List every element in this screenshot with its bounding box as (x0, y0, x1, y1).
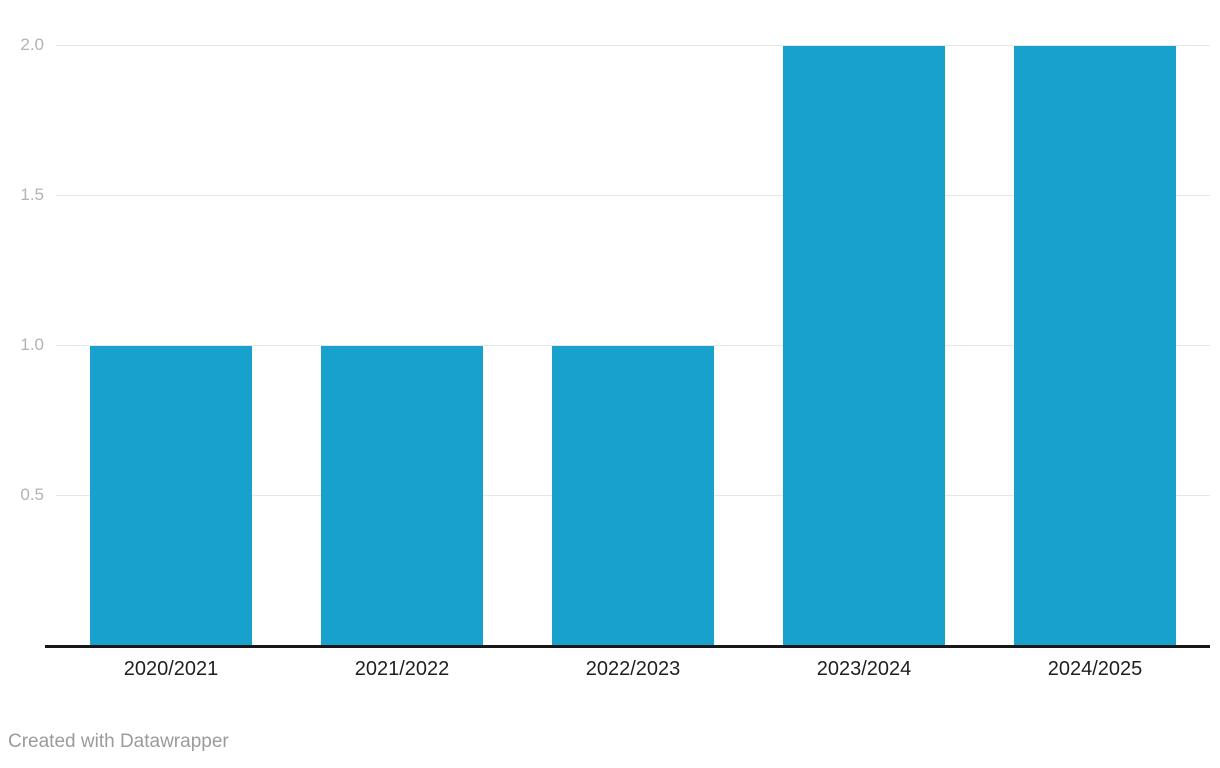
datawrapper-credit-link[interactable]: Created with Datawrapper (8, 731, 229, 752)
y-axis-tick-label: 2.0 (20, 35, 44, 54)
bar (321, 346, 483, 646)
bar (90, 346, 252, 646)
y-axis-tick-label: 1.5 (20, 185, 44, 204)
x-axis-tick-label: 2024/2025 (1047, 658, 1143, 680)
gridline (56, 45, 1210, 46)
bar (552, 346, 714, 646)
gridline (56, 195, 1210, 196)
x-axis-tick-label: 2023/2024 (816, 658, 912, 680)
y-axis-tick-label: 0.5 (20, 485, 44, 504)
x-axis-tick-label: 2021/2022 (354, 658, 450, 680)
x-axis-tick-label: 2022/2023 (585, 658, 681, 680)
bar (1014, 46, 1176, 646)
gridline (56, 345, 1210, 346)
x-axis-line (45, 645, 1210, 648)
bar (783, 46, 945, 646)
y-axis-tick-label: 1.0 (20, 335, 44, 354)
x-axis-tick-label: 2020/2021 (123, 658, 219, 680)
